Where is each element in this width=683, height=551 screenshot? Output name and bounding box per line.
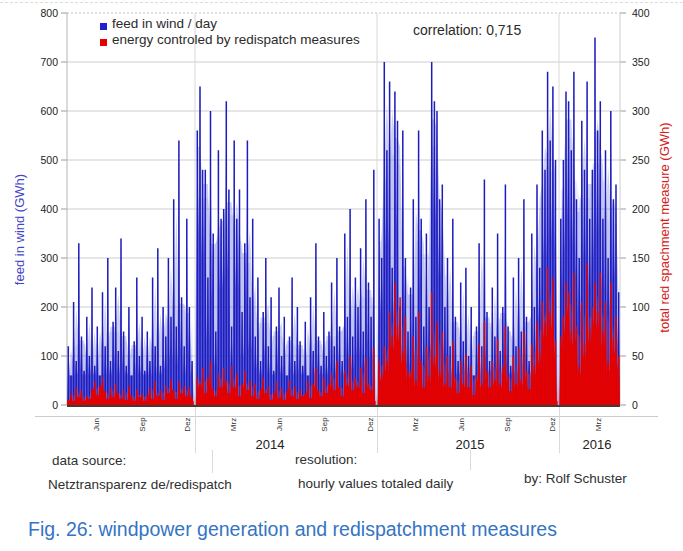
figure-caption: Fig. 26: windpower generation and redisp… — [28, 518, 557, 541]
y-right-tick: 150 — [632, 252, 662, 264]
x-year-divider-tick — [377, 407, 378, 453]
y-right-tick: 400 — [632, 7, 662, 19]
y-right-tick: 0 — [632, 399, 662, 411]
chart-plot — [0, 0, 683, 551]
data-source-title: data source: — [52, 453, 126, 468]
y-left-axis-title: feed in wind (GWh) — [0, 220, 95, 238]
y-left-tick: 600 — [26, 105, 58, 117]
y-right-tick: 50 — [632, 350, 662, 362]
y-left-tick: 500 — [26, 154, 58, 166]
byline: by: Rolf Schuster — [524, 471, 627, 486]
y-left-tick: 400 — [26, 203, 58, 215]
footer-col-divider-1 — [212, 450, 213, 473]
y-right-axis-title: total red spachment measure (GWh) — [534, 218, 683, 236]
y-left-tick: 100 — [26, 350, 58, 362]
figure: feed in wind / day energy controled by r… — [0, 0, 683, 551]
x-year-label: 2014 — [250, 437, 290, 452]
data-source-value: Netztransparenz de/redispatch — [48, 477, 232, 492]
y-left-tick: 0 — [26, 399, 58, 411]
resolution-title: resolution: — [295, 452, 357, 467]
legend-swatch-redispatch — [100, 39, 107, 46]
y-right-tick: 250 — [632, 154, 662, 166]
y-left-tick: 300 — [26, 252, 58, 264]
footer-col-divider-2 — [470, 450, 471, 470]
y-left-tick: 800 — [26, 7, 58, 19]
legend-label-redispatch: energy controled by redispatch measures — [112, 32, 360, 47]
y-right-tick: 200 — [632, 203, 662, 215]
y-right-tick: 350 — [632, 56, 662, 68]
footer-divider-line — [35, 416, 658, 417]
legend-label-wind: feed in wind / day — [112, 16, 217, 31]
correlation-label: correlation: 0,715 — [413, 22, 521, 38]
resolution-value: hourly values totaled daily — [298, 476, 453, 491]
y-left-tick: 200 — [26, 301, 58, 313]
y-left-tick: 700 — [26, 56, 58, 68]
x-year-label: 2016 — [577, 437, 617, 452]
x-year-divider-tick — [559, 407, 560, 453]
legend-swatch-wind — [100, 23, 107, 30]
y-right-tick: 300 — [632, 105, 662, 117]
x-year-divider-tick — [195, 407, 196, 453]
y-right-tick: 100 — [632, 301, 662, 313]
